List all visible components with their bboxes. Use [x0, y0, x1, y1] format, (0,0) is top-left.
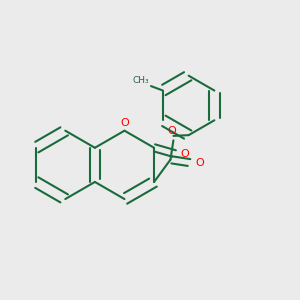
Text: O: O — [120, 118, 129, 128]
Text: O: O — [168, 126, 176, 136]
Text: O: O — [195, 158, 204, 168]
Text: O: O — [180, 149, 189, 159]
Text: CH₃: CH₃ — [132, 76, 148, 85]
